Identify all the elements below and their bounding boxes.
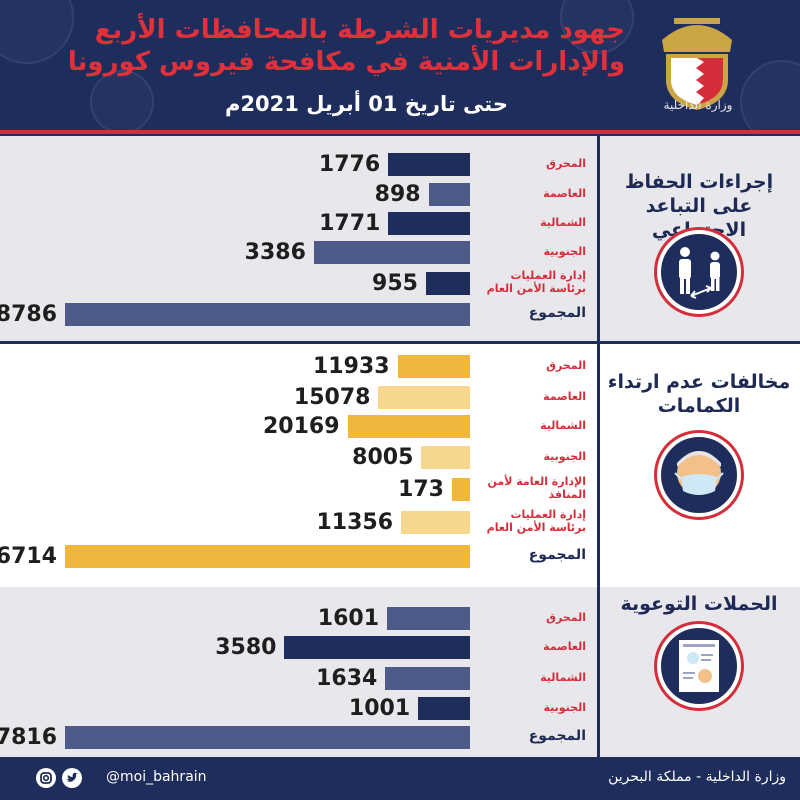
- virus-decoration: [90, 70, 154, 130]
- category-label: الشمالية: [540, 216, 586, 229]
- bar: [387, 607, 470, 630]
- category-label: المجموع: [528, 305, 586, 321]
- bar-value-label: 15078: [293, 385, 371, 410]
- category-label: المحرق: [546, 157, 586, 170]
- category-label: المحرق: [546, 611, 586, 624]
- logo-text: وزارة الداخلية: [663, 98, 733, 112]
- category-label: المحرق: [546, 359, 586, 372]
- bar-value-label: 173: [398, 477, 444, 502]
- bar: [65, 726, 470, 749]
- header: جهود مديريات الشرطة بالمحافظات الأربع وا…: [0, 0, 800, 134]
- ministry-logo: [662, 18, 732, 110]
- bar: [347, 415, 470, 438]
- bar: [65, 303, 470, 326]
- face-mask-icon: [657, 433, 741, 517]
- category-label: الشمالية: [540, 419, 586, 432]
- bar-value-label: 8005: [352, 445, 414, 470]
- bar: [378, 386, 470, 409]
- social-distancing-icon: [657, 230, 741, 314]
- bar-value-label: 1776: [318, 152, 381, 177]
- twitter-icon[interactable]: [62, 768, 82, 788]
- category-label: العاصمة: [543, 187, 586, 200]
- instagram-icon[interactable]: [36, 768, 56, 788]
- category-label: المجموع: [528, 547, 586, 563]
- bar: [313, 241, 470, 264]
- bar-value-label: 1001: [348, 696, 411, 721]
- bar-value-label: 66714: [0, 544, 57, 569]
- bar-value-label: 8786: [0, 302, 57, 327]
- virus-decoration: [0, 0, 74, 64]
- bar: [388, 153, 470, 176]
- bar-value-label: 955: [372, 271, 418, 296]
- bar: [428, 183, 470, 206]
- virus-decoration: [740, 60, 800, 130]
- category-label: العاصمة: [543, 390, 586, 403]
- category-label: المجموع: [528, 728, 586, 744]
- footer: @moi_bahrain وزارة الداخلية - مملكة البح…: [0, 757, 800, 800]
- bar-value-label: 3580: [215, 635, 277, 660]
- category-label: إدارة العمليات برئاسة الأمن العام: [486, 508, 586, 534]
- bar: [452, 478, 470, 501]
- bar: [401, 511, 470, 534]
- category-label: الجنوبية: [543, 450, 586, 463]
- bar-value-label: 11356: [316, 510, 394, 535]
- vertical-divider: [597, 136, 600, 757]
- date-subtitle: حتى تاريخ 01 أبريل 2021م: [225, 92, 508, 116]
- bar-value-label: 20169: [263, 414, 340, 439]
- bar: [418, 697, 470, 720]
- bar-value-label: 7816: [0, 725, 57, 750]
- bar-value-label: 3386: [244, 240, 306, 265]
- page-title-line2: والإدارات الأمنية في مكافحة فيروس كورونا: [67, 47, 625, 77]
- bar: [388, 212, 470, 235]
- category-label: الجنوبية: [543, 245, 586, 258]
- bar-value-label: 898: [374, 182, 421, 207]
- bar-value-label: 1771: [319, 211, 381, 236]
- awareness-campaign-icon: [657, 624, 741, 708]
- page-title-line1: جهود مديريات الشرطة بالمحافظات الأربع: [94, 15, 625, 45]
- bar: [425, 272, 470, 295]
- category-label: العاصمة: [543, 640, 586, 653]
- bar-value-label: 1601: [317, 606, 380, 631]
- bar: [385, 667, 470, 690]
- bar: [397, 355, 470, 378]
- bar-value-label: 1634: [316, 666, 378, 691]
- bar: [284, 636, 470, 659]
- section-title-awareness: الحملات التوعوية: [620, 593, 778, 615]
- ministry-name: وزارة الداخلية - مملكة البحرين: [608, 769, 786, 785]
- category-label: الشمالية: [540, 671, 586, 684]
- social-handle[interactable]: @moi_bahrain: [106, 769, 207, 785]
- bar: [65, 545, 470, 568]
- bar-value-label: 11933: [313, 354, 390, 379]
- divider: [0, 341, 800, 344]
- bar: [421, 446, 470, 469]
- category-label: الجنوبية: [543, 701, 586, 714]
- category-label: الإدارة العامة لأمن المنافذ: [487, 475, 586, 501]
- category-label: إدارة العمليات برئاسة الأمن العام: [486, 269, 586, 295]
- section-title-mask-violations: مخالفات عدم ارتداء الكمامات: [607, 371, 791, 417]
